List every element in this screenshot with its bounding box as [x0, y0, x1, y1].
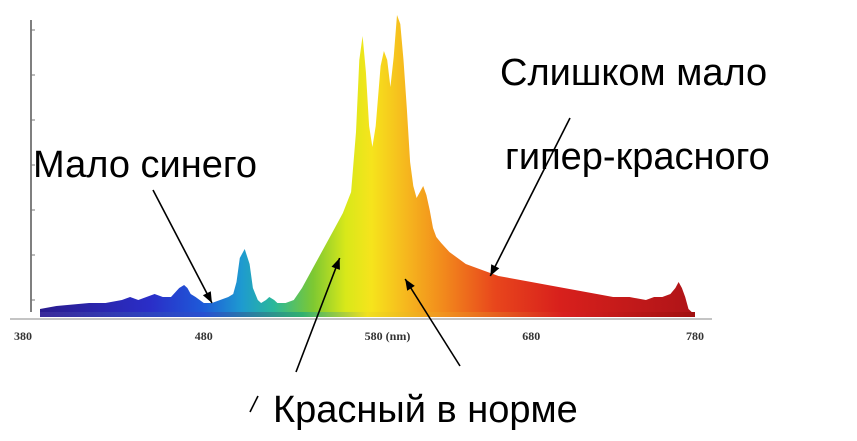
x-tick-label: 780	[686, 329, 704, 343]
x-tick-label: 480	[195, 329, 213, 343]
x-tick-labels: 380 480 580 (nm) 680 780	[14, 329, 704, 343]
x-tick-label: 680	[522, 329, 540, 343]
annotation-arrow	[249, 395, 259, 413]
annotation-too-little-line2: гипер-красного	[505, 136, 770, 178]
x-tick-label: 580 (nm)	[365, 329, 411, 343]
annotation-red-normal: Красный в норме	[273, 389, 578, 431]
y-axis-ticks	[31, 29, 35, 301]
x-axis-color-strip	[40, 312, 695, 317]
annotation-low-blue: Мало синего	[33, 144, 257, 186]
spectrum-area	[40, 15, 692, 312]
annotation-arrows	[152, 117, 571, 413]
annotation-arrow	[489, 117, 571, 277]
annotation-arrow	[295, 257, 341, 373]
annotation-arrow	[404, 278, 461, 367]
x-tick-label: 380	[14, 329, 32, 343]
annotation-arrow	[152, 189, 213, 304]
annotation-too-little-line1: Слишком мало	[500, 52, 767, 94]
